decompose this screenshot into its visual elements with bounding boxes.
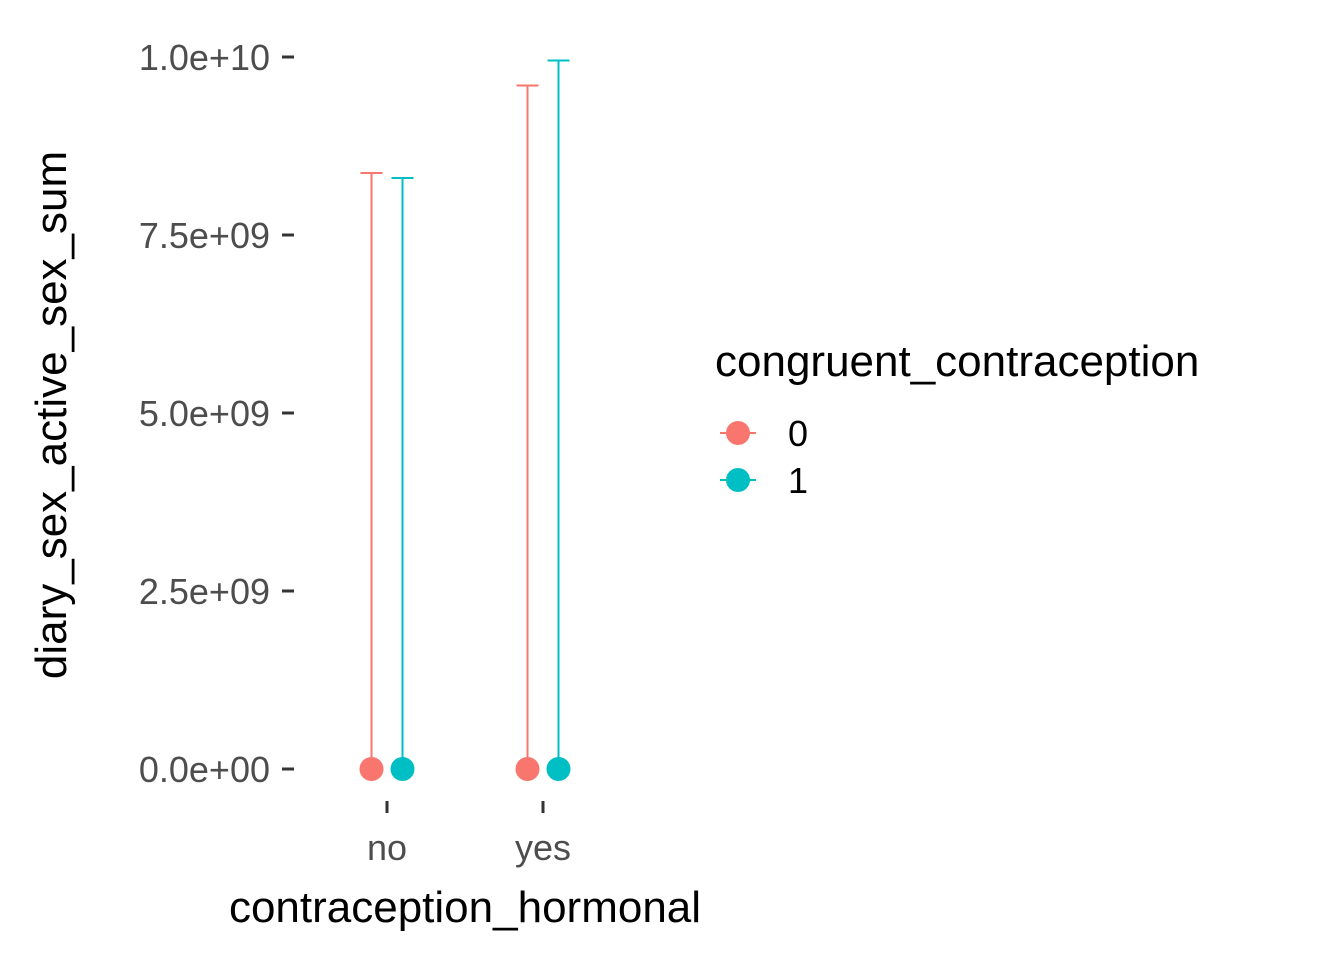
legend-key-point <box>726 421 750 445</box>
legend-label: 1 <box>788 460 808 501</box>
y-tick-label: 5.0e+09 <box>139 393 270 434</box>
data-point <box>546 757 571 781</box>
y-tick-label: 1.0e+10 <box>139 37 270 78</box>
x-tick-label: yes <box>515 827 571 868</box>
x-axis-title: contraception_hormonal <box>229 883 701 932</box>
y-axis-title: diary_sex_active_sex_sum <box>27 151 76 679</box>
x-axis: no yes <box>367 801 571 868</box>
y-tick-label: 7.5e+09 <box>139 215 270 256</box>
y-axis: 0.0e+00 2.5e+09 5.0e+09 7.5e+09 1.0e+10 <box>139 37 294 790</box>
legend: congruent_contraception 0 1 <box>715 337 1199 501</box>
data-point <box>390 757 415 781</box>
data-point <box>515 757 540 781</box>
y-tick-label: 2.5e+09 <box>139 571 270 612</box>
data-point <box>359 757 384 781</box>
legend-key-point <box>726 468 750 492</box>
legend-title: congruent_contraception <box>715 337 1199 386</box>
legend-label: 0 <box>788 413 808 454</box>
y-tick-label: 0.0e+00 <box>139 749 270 790</box>
x-tick-label: no <box>367 827 407 868</box>
plot-marks <box>359 59 571 781</box>
